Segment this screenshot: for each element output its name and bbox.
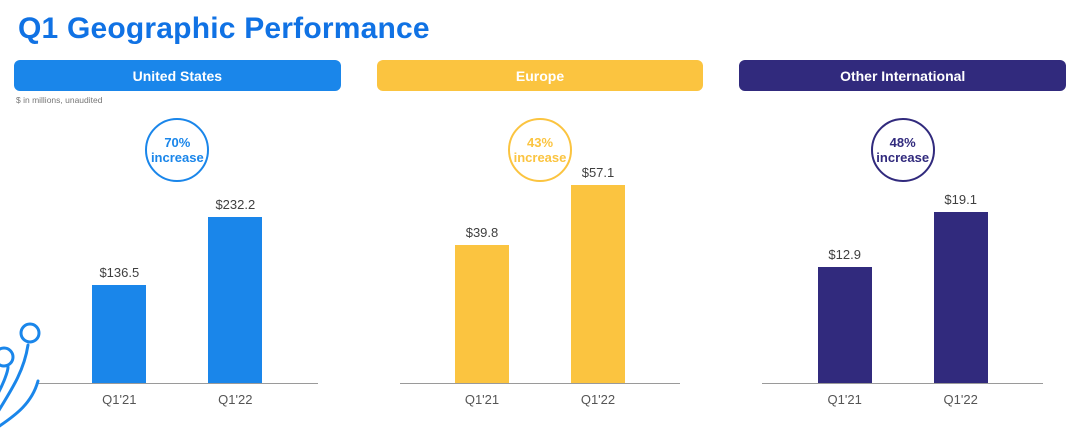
badge-word: increase <box>876 150 930 165</box>
bar-column: $57.1 <box>569 165 627 383</box>
bar-column: $136.5 <box>90 265 148 383</box>
bar-column: $12.9 <box>816 247 874 383</box>
plot-area: $39.8 $57.1 <box>377 165 704 383</box>
increase-badge: 43% increase <box>508 118 572 182</box>
bar-value-label: $57.1 <box>581 165 615 180</box>
category-label: Q1'21 <box>102 392 137 407</box>
panel-europe: Europe 43% increase $39.8 $57.1 Q1'21 Q1'2… <box>376 60 704 408</box>
bar-column: $39.8 <box>453 225 511 383</box>
increase-badge: 70% increase <box>145 118 210 182</box>
bar <box>933 212 988 383</box>
bar <box>817 267 872 383</box>
footnote-spacer <box>739 91 1066 108</box>
bar-value-label: $232.2 <box>215 197 256 212</box>
bar <box>455 245 509 383</box>
badge-percent: 48% <box>889 134 916 150</box>
category-label: Q1'21 <box>827 392 862 407</box>
bar-value-label: $136.5 <box>99 265 140 280</box>
footnote-spacer <box>377 91 704 108</box>
bar <box>92 285 147 383</box>
bar-chart: 43% increase $39.8 $57.1 Q1'21 Q1'22 <box>377 108 704 408</box>
bar-value-label: $19.1 <box>944 192 977 207</box>
badge-percent: 43% <box>526 134 554 150</box>
badge-percent: 70% <box>164 134 191 150</box>
badge-word: increase <box>513 150 567 165</box>
category-label: Q1'22 <box>218 392 253 407</box>
bar-chart: 48% increase $12.9 $19.1 Q1'21 Q1'22 <box>739 108 1066 408</box>
panel-header-label: Other International <box>840 67 966 84</box>
panel-header-pill: Other International <box>739 60 1067 91</box>
x-axis-line <box>399 383 681 384</box>
panel-header-label: United States <box>132 67 223 84</box>
category-axis: Q1'21 Q1'22 <box>377 386 704 408</box>
badge-word: increase <box>150 150 204 165</box>
bar <box>571 185 625 383</box>
plot-area: $12.9 $19.1 <box>739 192 1066 383</box>
panels-row: United States $ in millions, unaudited 7… <box>14 60 1067 408</box>
panel-header-pill: United States <box>14 60 341 91</box>
category-label: Q1'21 <box>464 392 500 407</box>
panel-header-pill: Europe <box>376 60 704 91</box>
bar-chart: 70% increase $136.5 $232.2 Q1'21 Q1'22 <box>14 108 341 408</box>
bar-value-label: $39.8 <box>465 225 499 240</box>
panel-united-states: United States $ in millions, unaudited 7… <box>14 60 341 408</box>
category-label: Q1'22 <box>943 392 978 407</box>
footnote: $ in millions, unaudited <box>16 95 103 105</box>
bar-column: $232.2 <box>206 197 264 383</box>
x-axis-line <box>762 383 1044 384</box>
bar <box>208 217 263 383</box>
plot-area: $136.5 $232.2 <box>14 197 341 383</box>
panel-other-international: Other International 48% increase $12.9 $1… <box>739 60 1067 408</box>
bar-column: $19.1 <box>932 192 990 383</box>
bar-value-label: $12.9 <box>828 247 861 262</box>
category-axis: Q1'21 Q1'22 <box>14 386 341 408</box>
category-axis: Q1'21 Q1'22 <box>739 386 1066 408</box>
page-title: Q1 Geographic Performance <box>18 12 430 45</box>
category-label: Q1'22 <box>580 392 616 407</box>
brand-logo-icon <box>0 319 52 434</box>
panel-header-label: Europe <box>515 67 565 84</box>
x-axis-line <box>36 383 318 384</box>
increase-badge: 48% increase <box>870 118 935 182</box>
